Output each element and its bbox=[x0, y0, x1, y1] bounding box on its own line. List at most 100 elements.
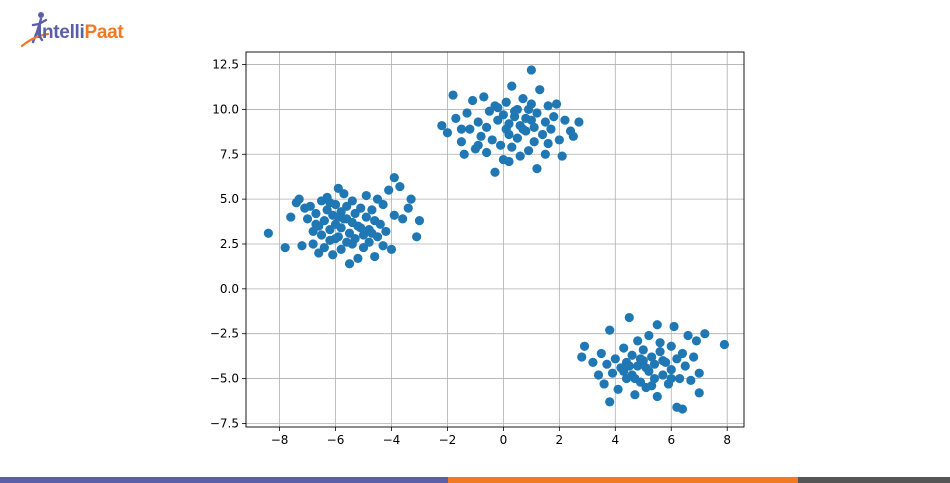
data-point-cluster-2 bbox=[560, 115, 570, 125]
data-point-cluster-1 bbox=[344, 259, 355, 269]
data-point-cluster-3 bbox=[627, 350, 637, 360]
footer-bar-orange bbox=[448, 477, 798, 483]
data-point-cluster-2 bbox=[507, 142, 517, 152]
brand-name-part2: Paat bbox=[84, 22, 124, 43]
x-tick-label: −4 bbox=[383, 433, 401, 447]
x-tick-label: 8 bbox=[723, 433, 731, 447]
data-point-cluster-1 bbox=[370, 251, 380, 262]
data-point-cluster-3 bbox=[630, 390, 640, 400]
data-point-cluster-3 bbox=[641, 363, 651, 373]
data-point-cluster-2 bbox=[532, 108, 542, 118]
data-point-cluster-1 bbox=[333, 212, 343, 222]
data-point-cluster-2 bbox=[473, 140, 483, 150]
data-point-cluster-2 bbox=[462, 108, 472, 118]
data-point-cluster-1 bbox=[263, 228, 273, 238]
data-point-cluster-1 bbox=[367, 228, 377, 238]
data-point-cluster-2 bbox=[540, 149, 550, 159]
data-point-cluster-2 bbox=[529, 122, 539, 132]
data-point-cluster-3 bbox=[694, 388, 704, 398]
data-point-cluster-2 bbox=[476, 131, 486, 141]
data-point-cluster-1 bbox=[330, 234, 341, 244]
data-point-cluster-3 bbox=[619, 343, 629, 353]
data-point-cluster-2 bbox=[442, 128, 453, 138]
chart-points bbox=[263, 65, 730, 414]
data-point-cluster-3 bbox=[652, 391, 662, 402]
chart-ticks: −8 −6 −4 −2 0 2 4 6 8 −7.5 −5.0 −2.5 0.0 2.5 5.0 7.5 10.… bbox=[210, 58, 731, 447]
y-tick-label: 2.5 bbox=[220, 237, 239, 251]
data-point-cluster-1 bbox=[294, 194, 304, 204]
data-point-cluster-2 bbox=[540, 117, 550, 127]
data-point-cluster-3 bbox=[649, 359, 660, 369]
data-point-cluster-3 bbox=[602, 359, 612, 369]
data-point-cluster-3 bbox=[677, 348, 688, 359]
x-tick-label: 6 bbox=[667, 433, 675, 447]
data-point-cluster-2 bbox=[490, 167, 500, 177]
x-tick-label: 2 bbox=[556, 433, 564, 447]
data-point-cluster-2 bbox=[523, 104, 534, 115]
data-point-cluster-1 bbox=[378, 199, 388, 210]
data-point-cluster-1 bbox=[403, 203, 413, 213]
x-tick-label: −8 bbox=[271, 433, 289, 447]
data-point-cluster-1 bbox=[356, 203, 366, 213]
x-tick-label: −6 bbox=[327, 433, 345, 447]
data-point-cluster-3 bbox=[655, 338, 665, 348]
data-point-cluster-1 bbox=[336, 244, 346, 254]
data-point-cluster-2 bbox=[518, 94, 528, 104]
data-point-cluster-2 bbox=[535, 85, 545, 95]
data-point-cluster-1 bbox=[347, 239, 357, 249]
data-point-cluster-3 bbox=[613, 384, 623, 394]
data-point-cluster-2 bbox=[515, 151, 525, 161]
data-point-cluster-1 bbox=[384, 185, 394, 195]
data-point-cluster-3 bbox=[647, 352, 657, 362]
data-point-cluster-3 bbox=[624, 312, 634, 323]
data-point-cluster-2 bbox=[526, 115, 536, 125]
data-point-cluster-3 bbox=[652, 320, 662, 330]
data-point-cluster-1 bbox=[386, 244, 397, 254]
data-point-cluster-2 bbox=[473, 117, 483, 127]
footer-bar-purple bbox=[0, 477, 448, 483]
data-point-cluster-2 bbox=[495, 140, 506, 150]
data-point-cluster-2 bbox=[537, 129, 548, 140]
data-point-cluster-2 bbox=[448, 90, 458, 100]
data-point-cluster-1 bbox=[356, 223, 366, 233]
data-point-cluster-3 bbox=[577, 352, 587, 362]
data-point-cluster-3 bbox=[579, 341, 590, 351]
y-tick-label: 5.0 bbox=[220, 192, 239, 206]
data-point-cluster-2 bbox=[518, 124, 528, 134]
data-point-cluster-1 bbox=[398, 214, 408, 224]
data-point-cluster-2 bbox=[549, 111, 559, 122]
data-point-cluster-3 bbox=[605, 325, 615, 335]
data-point-cluster-1 bbox=[319, 216, 329, 226]
brand-name-part1: Intelli bbox=[37, 22, 85, 43]
data-point-cluster-2 bbox=[498, 110, 508, 120]
data-point-cluster-1 bbox=[414, 216, 425, 226]
data-point-cluster-2 bbox=[543, 138, 553, 149]
data-point-cluster-2 bbox=[501, 124, 511, 134]
data-point-cluster-1 bbox=[336, 223, 346, 233]
y-tick-label: −2.5 bbox=[210, 327, 239, 341]
data-point-cluster-2 bbox=[529, 137, 539, 147]
data-point-cluster-1 bbox=[311, 219, 321, 229]
plot-frame bbox=[245, 51, 745, 428]
y-tick-label: 0.0 bbox=[220, 282, 239, 296]
data-point-cluster-3 bbox=[635, 354, 646, 364]
data-point-cluster-3 bbox=[633, 336, 643, 346]
logo-figure-icon bbox=[20, 12, 50, 48]
data-point-cluster-2 bbox=[526, 65, 536, 75]
data-point-cluster-1 bbox=[381, 226, 391, 237]
footer-bar-gray bbox=[798, 477, 950, 483]
data-point-cluster-3 bbox=[675, 373, 685, 384]
data-point-cluster-2 bbox=[482, 147, 492, 158]
data-point-cluster-2 bbox=[565, 126, 576, 136]
data-point-cluster-3 bbox=[669, 321, 679, 332]
data-point-cluster-3 bbox=[689, 352, 699, 362]
data-point-cluster-2 bbox=[487, 135, 497, 145]
data-point-cluster-1 bbox=[302, 214, 313, 224]
data-point-cluster-1 bbox=[406, 194, 416, 204]
data-point-cluster-1 bbox=[361, 212, 371, 222]
data-point-cluster-3 bbox=[680, 361, 690, 371]
data-point-cluster-2 bbox=[456, 137, 467, 147]
data-point-cluster-2 bbox=[493, 103, 503, 113]
data-point-cluster-1 bbox=[328, 250, 338, 260]
